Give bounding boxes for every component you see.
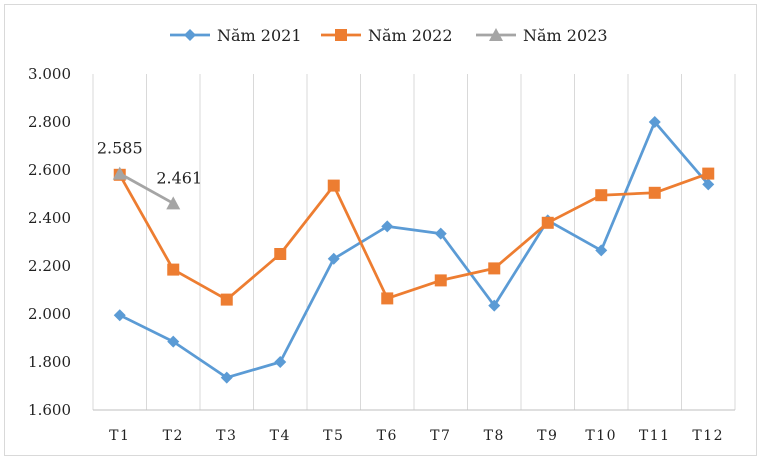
- series-1-point: [167, 335, 180, 348]
- series-line-3: [119, 172, 174, 205]
- legend-label-3: Năm 2023: [523, 26, 608, 45]
- y-tick-label: 2.000: [28, 305, 71, 323]
- series-2-point: [541, 216, 554, 229]
- series-1-point: [434, 227, 447, 240]
- series-line-1: [119, 120, 710, 379]
- data-labels: 2.585 2.461: [97, 139, 202, 188]
- series-1-point: [488, 299, 501, 312]
- series-2-point: [381, 292, 394, 305]
- x-tick-label: T10: [585, 428, 617, 444]
- series-group: [112, 116, 715, 384]
- data-label: 2.461: [156, 168, 202, 187]
- series-3-point: [166, 196, 181, 210]
- x-tick-label: T6: [377, 428, 398, 444]
- x-axis-ticks: T1 T2 T3 T4 T5 T6 T7 T8 T9 T10 T11 T12: [109, 428, 724, 444]
- x-tick-label: T8: [484, 428, 505, 444]
- series-2-point: [595, 189, 608, 202]
- y-tick-label: 1.600: [28, 401, 71, 419]
- y-tick-label: 1.800: [28, 353, 71, 371]
- series-2-point: [648, 186, 661, 199]
- series-1-point: [327, 252, 340, 265]
- series-2-point: [434, 274, 447, 287]
- legend-marker-3: [489, 28, 503, 41]
- series-line-2: [118, 172, 709, 301]
- x-tick-label: T7: [430, 428, 451, 444]
- series-2-point: [327, 179, 340, 192]
- series-2-point: [167, 263, 180, 276]
- y-tick-label: 2.400: [28, 209, 71, 227]
- series-2-point: [274, 248, 287, 260]
- x-tick-label: T11: [639, 428, 671, 444]
- x-tick-label: T3: [216, 428, 237, 444]
- x-tick-label: T4: [270, 428, 291, 444]
- series-1-point: [702, 178, 715, 191]
- y-tick-label: 2.600: [28, 161, 71, 179]
- legend-label-2: Năm 2022: [368, 26, 453, 45]
- legend-label-1: Năm 2021: [217, 26, 302, 45]
- x-tick-label: T1: [109, 428, 130, 444]
- y-tick-label: 2.200: [28, 257, 71, 275]
- series-1-point: [595, 244, 608, 257]
- gridlines: [92, 74, 736, 410]
- series-1-point: [274, 356, 287, 368]
- data-label: 2.585: [97, 139, 143, 158]
- series-3-point: [112, 166, 127, 180]
- x-tick-label: T12: [692, 428, 724, 444]
- series-1-point: [113, 309, 126, 322]
- y-tick-label: 3.000: [28, 65, 71, 83]
- legend-marker-2: [335, 29, 347, 41]
- y-axis-ticks: 1.600 1.800 2.000 2.200 2.400 2.600 2.800 3.000: [28, 65, 71, 419]
- series-2-point: [488, 262, 501, 275]
- series-1-point: [381, 220, 394, 233]
- series-2-point: [702, 167, 715, 180]
- legend-marker-1: [184, 29, 196, 41]
- x-tick-label: T9: [537, 428, 558, 444]
- y-tick-label: 2.800: [28, 113, 71, 131]
- x-tick-label: T5: [323, 428, 344, 444]
- series-2-point: [220, 293, 233, 306]
- legend: Năm 2021 Năm 2022 Năm 2023: [170, 26, 608, 45]
- series-1-point: [648, 116, 661, 128]
- series-1-point: [220, 371, 233, 384]
- x-tick-label: T2: [163, 428, 184, 444]
